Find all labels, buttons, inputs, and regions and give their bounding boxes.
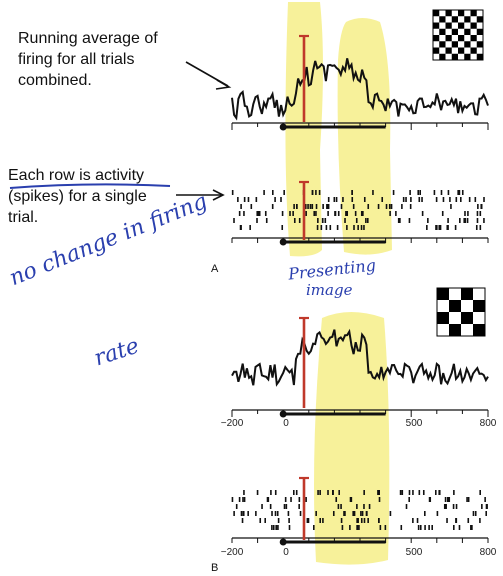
arrow-head (212, 189, 225, 201)
checker-square (439, 28, 446, 35)
checker-square (470, 10, 477, 17)
arrow-head (215, 79, 232, 90)
checker-square (458, 10, 465, 17)
stimulus-onset-dot (279, 538, 287, 546)
checker-square (433, 35, 440, 42)
tick-label: 0 (283, 418, 289, 429)
tick-label: 500 (405, 418, 423, 429)
checker-square (445, 22, 452, 29)
checker-square (437, 288, 449, 300)
checker-square (439, 41, 446, 48)
checker-square (473, 324, 485, 336)
checker-square (458, 22, 465, 29)
checker-square (439, 16, 446, 23)
panel-label-b: B (211, 562, 219, 574)
stimulus-onset-dot (279, 238, 287, 246)
stimulus-onset-dot (279, 410, 287, 418)
checker-square (464, 16, 471, 23)
checker-square (445, 35, 452, 42)
firing-rate-trace (231, 58, 489, 121)
checker-square (473, 300, 485, 312)
checker-square (445, 10, 452, 17)
checker-square (433, 10, 440, 17)
row-note-line: (spikes) for a single (8, 188, 147, 205)
tick-label: 0 (283, 547, 289, 558)
checker-square (464, 28, 471, 35)
checker-square (464, 41, 471, 48)
tick-label: 500 (405, 547, 423, 558)
checker-square (433, 47, 440, 54)
checker-square (458, 35, 465, 42)
handwritten-underline (9, 183, 171, 189)
average-note-line: firing for all trials (18, 51, 135, 68)
checker-square (470, 22, 477, 29)
annotation-arrows (9, 61, 232, 201)
checker-square (470, 35, 477, 42)
stimulus-icons (432, 9, 486, 337)
row-note-line: Each row is activity (8, 167, 145, 184)
row-note-line: trial. (8, 209, 39, 226)
panel-b-plots (231, 316, 489, 546)
checker-square (476, 53, 483, 60)
firing-rate-trace (231, 328, 489, 387)
checkerboard-icon (436, 287, 486, 337)
tick-label: 800 (479, 418, 497, 429)
average-note-line: combined. (18, 72, 92, 89)
highlighter-stroke (314, 312, 390, 565)
checker-square (476, 28, 483, 35)
handwritten-image: image (306, 281, 353, 299)
tick-label: −200 (220, 547, 244, 558)
checker-square (451, 53, 458, 60)
checker-square (476, 16, 483, 23)
highlighter-stroke (337, 18, 392, 255)
tick-label: −200 (220, 418, 244, 429)
checker-square (461, 312, 473, 324)
panel-a-plots (231, 34, 489, 246)
checker-square (451, 41, 458, 48)
checker-square (449, 300, 461, 312)
checker-square (449, 324, 461, 336)
checker-square (439, 53, 446, 60)
row-note: Each row is activity (spikes) for a sing… (8, 165, 147, 228)
checker-square (433, 22, 440, 29)
checker-square (461, 288, 473, 300)
average-note-line: Running average of (18, 30, 158, 47)
checker-square (451, 28, 458, 35)
checker-square (437, 312, 449, 324)
checkerboard-icon (432, 9, 484, 61)
average-note: Running average of firing for all trials… (18, 28, 158, 91)
checker-square (445, 47, 452, 54)
checker-square (470, 47, 477, 54)
checker-square (464, 53, 471, 60)
checker-square (458, 47, 465, 54)
checker-square (476, 41, 483, 48)
tick-label: 800 (479, 547, 497, 558)
stimulus-onset-dot (279, 123, 287, 131)
panel-label-a: A (211, 263, 219, 275)
checker-square (451, 16, 458, 23)
